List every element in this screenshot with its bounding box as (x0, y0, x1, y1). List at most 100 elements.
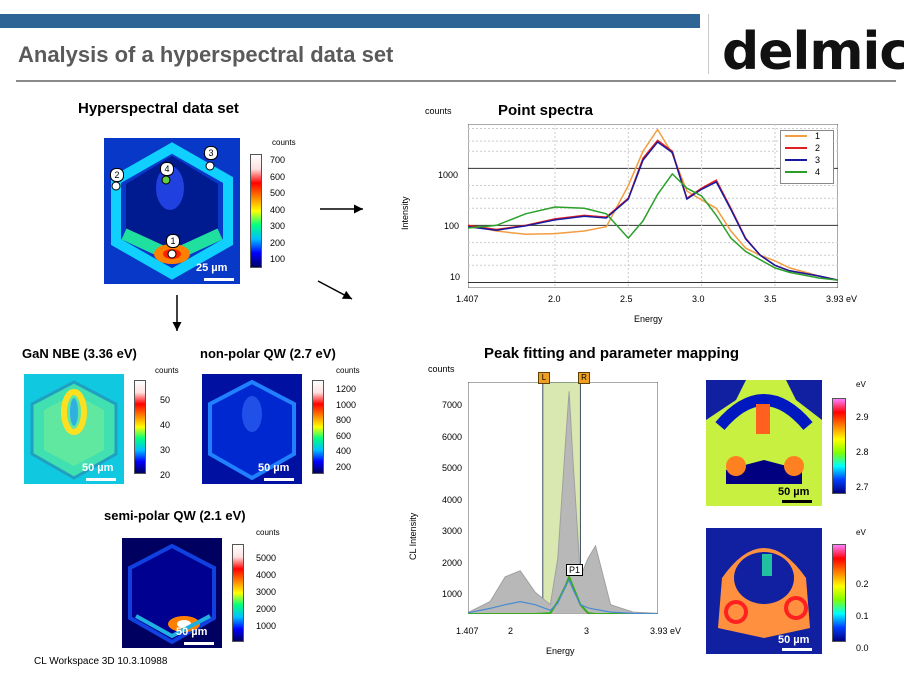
pk-series-data (468, 578, 658, 614)
pk-ytick: 6000 (441, 431, 462, 442)
legend-label-1: 1 (815, 131, 821, 141)
nonpolar-cb-title: counts (336, 366, 360, 375)
marker-1[interactable]: 1 (166, 234, 180, 248)
peak-label-p1[interactable]: P1 (566, 564, 584, 576)
ps-xtick: 3.0 (692, 294, 705, 304)
gan-map[interactable]: 50 µm (24, 374, 124, 484)
cb-tick: 200 (270, 237, 286, 248)
cb-tick: 800 (336, 415, 352, 425)
pk-ytick: 5000 (441, 463, 462, 473)
range-marker-L[interactable]: L (538, 372, 550, 384)
marker-3[interactable]: 3 (204, 146, 218, 160)
cb-tick: 3000 (256, 587, 277, 597)
hyper-scale-bar (204, 278, 234, 281)
hyper-colorbar (250, 154, 262, 268)
cb-tick: 40 (160, 420, 171, 430)
range-marker-R[interactable]: R (578, 372, 590, 384)
pk-xtick: 3 (584, 626, 590, 636)
param-map-bottom-image (706, 528, 822, 654)
point-spectra-chart[interactable] (468, 124, 838, 288)
param-top-unit: eV (856, 380, 866, 389)
ps-ytick: 100 (444, 221, 460, 231)
semipolar-scale-label: 50 µm (176, 626, 208, 638)
marker-4[interactable]: 4 (160, 162, 174, 176)
semipolar-cb-ticks: 5000 4000 3000 2000 1000 (256, 550, 276, 635)
param-top-ticks: 2.9 2.8 2.7 (856, 400, 869, 505)
gan-title: GaN NBE (3.36 eV) (22, 346, 137, 361)
ps-xtick: 2.0 (548, 294, 561, 304)
title-rule (16, 80, 896, 82)
nonpolar-scale-label: 50 µm (258, 462, 290, 474)
logo-divider (708, 14, 709, 74)
ps-xtick: 3.93 eV (826, 294, 858, 304)
cb-tick: 1200 (336, 384, 357, 394)
semipolar-title: semi-polar QW (2.1 eV) (104, 508, 246, 523)
ps-xtick: 3.5 (764, 294, 777, 304)
hyper-cb-ticks: 700 600 500 400 300 200 100 (270, 152, 285, 268)
pk-ytick: 4000 (441, 494, 462, 505)
ps-ytick: 10 (450, 272, 461, 282)
hyper-map-image (104, 138, 240, 284)
marker-2[interactable]: 2 (110, 168, 124, 182)
hyper-map[interactable]: 1 2 3 4 25 µm (104, 138, 240, 284)
nonpolar-cb-ticks: 1200 1000 800 600 400 200 (336, 382, 356, 475)
cb-tick: 600 (270, 171, 286, 182)
pk-ytick: 3000 (441, 526, 462, 536)
header-bar (0, 14, 700, 28)
param-map-top[interactable]: 50 µm (706, 380, 822, 506)
cb-tick: 1000 (336, 399, 357, 410)
gan-scale-label: 50 µm (82, 462, 114, 474)
cb-tick: 2.8 (856, 447, 869, 457)
cb-tick: 4000 (256, 570, 277, 580)
pk-xtick: 3.93 eV (650, 626, 682, 636)
semipolar-map[interactable]: 50 µm (122, 538, 222, 648)
ps-series-4 (468, 172, 838, 281)
cb-tick: 0.2 (856, 579, 869, 589)
cb-tick: 0.1 (856, 611, 869, 621)
ps-legend: 1 2 3 4 (780, 130, 834, 184)
hyper-scale-label: 25 µm (196, 262, 228, 274)
peak-fitting-chart[interactable] (468, 382, 658, 614)
cb-tick: 200 (336, 461, 352, 472)
pk-xlabel: Energy (546, 646, 575, 656)
param-map-top-image (706, 380, 822, 506)
param-top-scale-bar (782, 500, 812, 503)
flow-arrows (172, 204, 363, 331)
cb-tick: 400 (336, 446, 352, 456)
ps-series-3 (468, 140, 838, 281)
legend-label-4: 4 (815, 167, 821, 177)
param-top-colorbar (832, 398, 846, 494)
legend-swatch-4 (785, 171, 807, 173)
ps-ytick: 1000 (438, 170, 459, 180)
peak-ylabel: CL Intensity (408, 512, 418, 560)
legend-label-2: 2 (815, 143, 821, 153)
cb-tick: 2000 (256, 604, 277, 614)
cb-tick: 100 (270, 254, 286, 264)
cb-tick: 30 (160, 445, 171, 455)
gan-cb-title: counts (155, 366, 179, 375)
nonpolar-colorbar (312, 380, 324, 474)
hyper-cb-title: counts (272, 138, 296, 147)
cb-tick: 700 (270, 155, 286, 165)
cb-tick: 0.0 (856, 643, 869, 653)
ps-xlabel: Energy (634, 314, 663, 324)
param-bottom-unit: eV (856, 528, 866, 537)
nonpolar-map[interactable]: 50 µm (202, 374, 302, 484)
gan-cb-ticks: 50 40 30 20 (160, 388, 170, 488)
nonpolar-title: non-polar QW (2.7 eV) (200, 346, 336, 361)
pk-ytick: 7000 (441, 400, 462, 410)
peak-ytitle: counts (428, 364, 455, 374)
delmic-logo: delmic (722, 22, 904, 82)
param-map-bottom[interactable]: 50 µm (706, 528, 822, 654)
param-bottom-scale-label: 50 µm (778, 634, 810, 646)
cb-tick: 50 (160, 395, 171, 405)
param-bottom-colorbar (832, 544, 846, 642)
cb-tick: 2.7 (856, 482, 869, 492)
peak-yticks: 7000 6000 5000 4000 3000 2000 1000 (438, 390, 462, 611)
cb-tick: 5000 (256, 553, 277, 563)
footer-version: CL Workspace 3D 10.3.10988 (34, 656, 168, 667)
ps-title: Point spectra (498, 102, 594, 119)
nonpolar-scale-bar (264, 478, 294, 481)
ps-ylabel: Intensity (400, 196, 410, 230)
page-title: Analysis of a hyperspectral data set (18, 42, 394, 67)
